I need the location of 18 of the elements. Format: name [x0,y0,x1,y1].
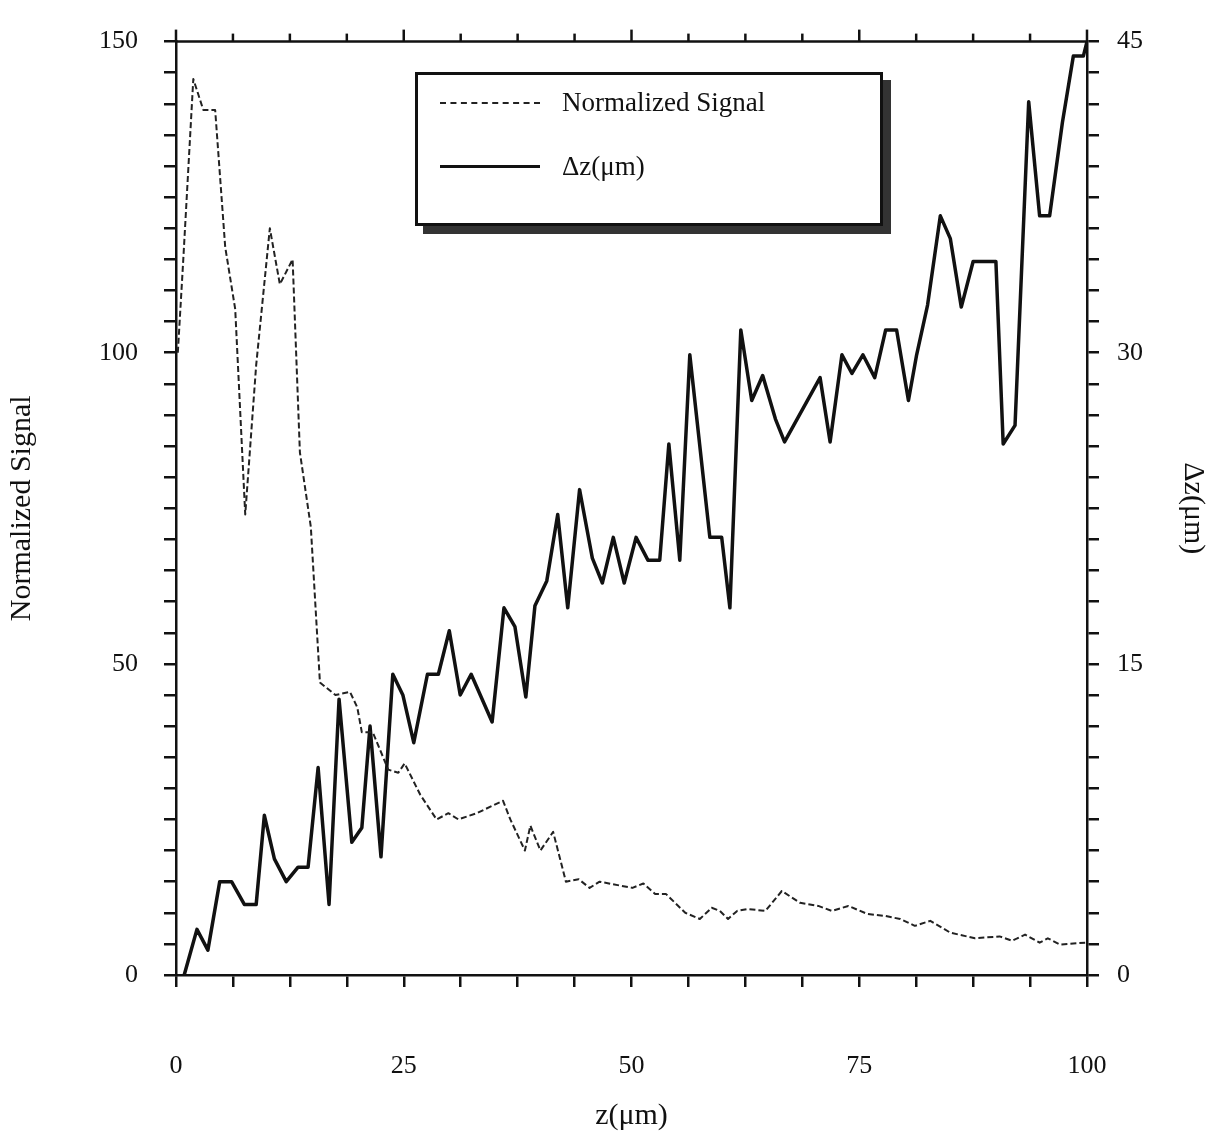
y-tick-label: 50 [112,647,138,677]
y2-tick-label: 30 [1117,336,1143,366]
y-tick-label: 0 [125,958,138,988]
x-tick-label: 75 [846,1050,873,1080]
legend-label: Normalized Signal [562,87,766,118]
y-tick-label: 100 [99,336,138,366]
y2-tick-label: 0 [1117,958,1130,988]
x-tick-label: 100 [1067,1050,1107,1080]
x-tick-label: 0 [169,1050,183,1080]
y-tick-label: 150 [99,25,138,55]
x-tick-label: 25 [390,1050,417,1080]
x-tick-label: 50 [618,1050,645,1080]
y2-axis-title: Δz(μm) [1178,462,1213,555]
y-axis-title: Normalized Signal [2,395,36,622]
y2-tick-label: 15 [1117,647,1143,677]
x-axis-title: z(μm) [595,1096,668,1131]
y2-tick-label: 45 [1117,25,1143,55]
legend-label: Δz(μm) [562,151,645,182]
